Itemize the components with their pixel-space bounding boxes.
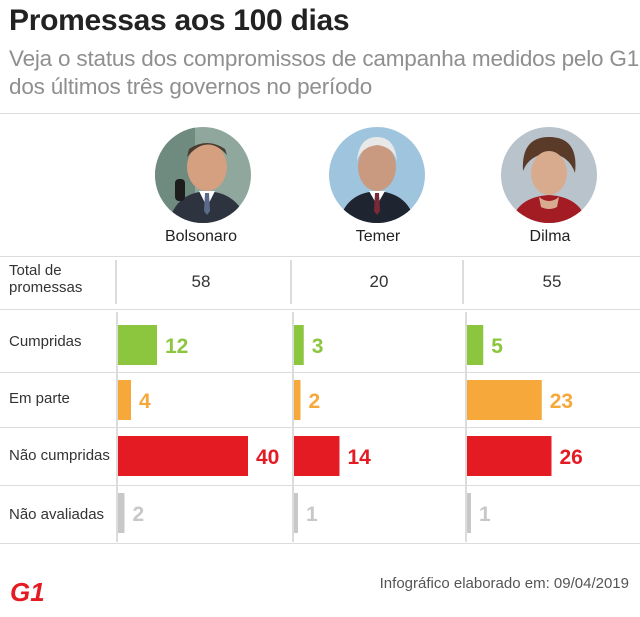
category-label-nao-cumpridas: Não cumpridas <box>9 447 110 464</box>
page-subtitle: Veja o status dos compromissos de campan… <box>9 46 640 99</box>
bar-bolsonaro-3 <box>118 436 248 476</box>
bar-label-bolsonaro-2: 4 <box>139 390 151 413</box>
bar-bolsonaro-2 <box>118 380 131 420</box>
row-divider <box>0 309 640 310</box>
bar-label-bolsonaro-1: 12 <box>165 335 188 358</box>
row-divider <box>0 543 640 544</box>
total-bolsonaro: 58 <box>191 272 211 291</box>
bar-temer-3 <box>294 436 340 476</box>
bar-dilma-4 <box>467 493 471 533</box>
bar-label-temer-2: 2 <box>309 390 321 413</box>
bar-dilma-1 <box>467 325 484 365</box>
bar-temer-4 <box>294 493 298 533</box>
bar-bolsonaro-4 <box>118 493 125 533</box>
column-divider <box>462 260 464 304</box>
category-label-nao-avaliadas: Não avaliadas <box>9 506 105 523</box>
bar-label-bolsonaro-4: 2 <box>133 503 145 526</box>
column-baseline <box>116 312 118 542</box>
row-divider <box>0 256 640 257</box>
bar-dilma-3 <box>467 436 552 476</box>
bar-label-dilma-1: 5 <box>491 335 503 358</box>
svg-text:G1: G1 <box>10 578 45 604</box>
bar-label-bolsonaro-3: 40 <box>256 446 279 469</box>
row-divider <box>0 485 640 486</box>
footer-date: Infográfico elaborado em: 09/04/2019 <box>379 575 629 592</box>
bar-temer-2 <box>294 380 301 420</box>
temer-portrait <box>329 127 425 223</box>
name-temer: Temer <box>355 228 401 245</box>
name-dilma: Dilma <box>529 228 571 245</box>
header-divider <box>0 113 640 114</box>
column-divider <box>290 260 292 304</box>
name-bolsonaro: Bolsonaro <box>164 228 238 245</box>
total-temer: 20 <box>369 272 389 291</box>
bar-label-dilma-2: 23 <box>550 390 573 413</box>
column-baseline <box>465 312 467 542</box>
g1-logo: G1 <box>10 577 50 609</box>
row-divider <box>0 427 640 428</box>
bar-label-temer-4: 1 <box>306 503 318 526</box>
bar-dilma-2 <box>467 380 542 420</box>
bar-label-temer-3: 14 <box>348 446 372 469</box>
column-divider <box>115 260 117 304</box>
page-title: Promessas aos 100 dias <box>9 4 350 37</box>
dilma-portrait <box>501 127 597 223</box>
bar-label-dilma-4: 1 <box>479 503 491 526</box>
category-label-cumpridas: Cumpridas <box>9 333 82 350</box>
bar-label-dilma-3: 26 <box>560 446 583 469</box>
total-dilma: 55 <box>542 272 562 291</box>
bar-bolsonaro-1 <box>118 325 157 365</box>
row-divider <box>0 372 640 373</box>
bar-temer-1 <box>294 325 304 365</box>
category-label-em-parte: Em parte <box>9 390 70 407</box>
total-promises-label: Total de promessas <box>9 262 83 296</box>
column-baseline <box>292 312 294 542</box>
bar-label-temer-1: 3 <box>312 335 324 358</box>
